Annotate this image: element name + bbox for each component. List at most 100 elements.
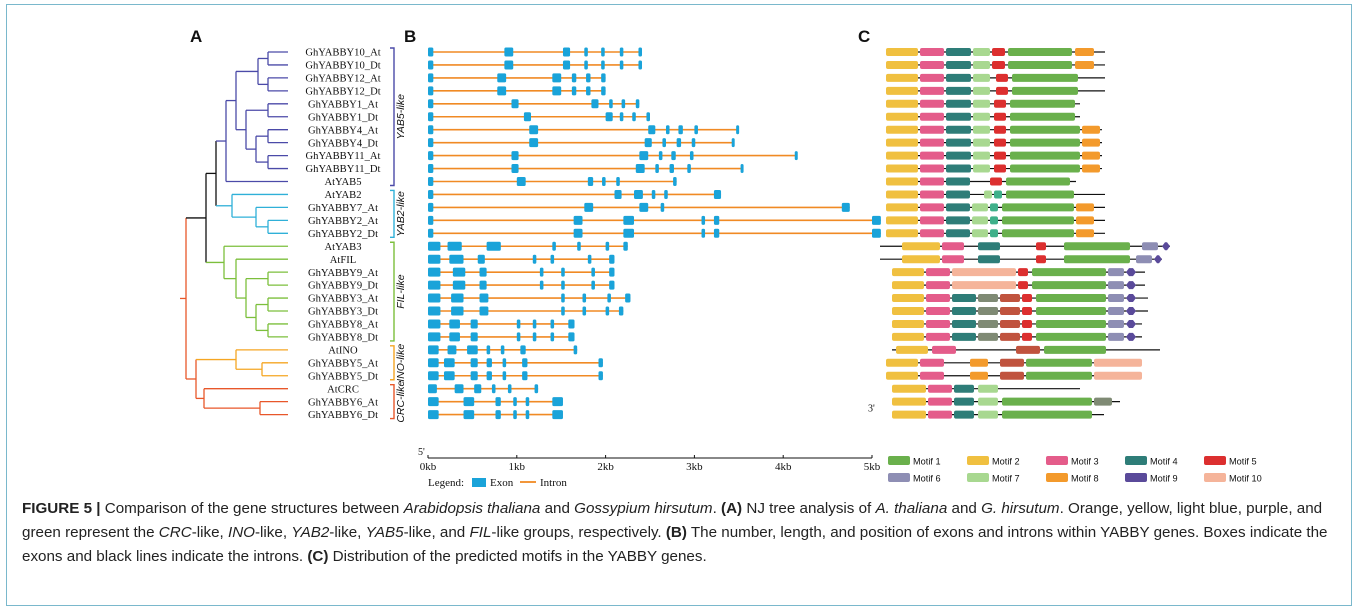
motif-box [1036, 307, 1106, 315]
motif-box [1154, 255, 1162, 264]
exon-box [532, 254, 537, 264]
motif-box [928, 384, 952, 393]
motif-box [1000, 371, 1024, 380]
gene-label: GhYABBY3_At [308, 294, 378, 305]
motif-box [1016, 345, 1040, 354]
motif-legend: Motif 1 Motif 2 Motif 3 Motif 4 Motif 5 Motif… [888, 456, 1262, 484]
exon-box [655, 164, 659, 174]
exon-box [591, 99, 599, 109]
exon-box [573, 215, 583, 225]
motif-box [896, 345, 928, 354]
exon-box [609, 280, 615, 290]
panel-label-a: A [190, 27, 202, 46]
exon-box [428, 215, 434, 225]
motif-legend-swatch [1125, 456, 1147, 465]
motif-box [926, 294, 950, 303]
gene-label: GhYABBY3_Dt [308, 307, 378, 318]
exon-box [605, 241, 610, 251]
group-label: INO-like [395, 344, 407, 382]
exon-box [513, 410, 517, 420]
exon-box [591, 267, 595, 277]
exon-box [479, 280, 487, 290]
exon-box [664, 189, 668, 199]
exon-box [561, 267, 565, 277]
motif-box [994, 112, 1006, 121]
exon-box [607, 293, 611, 303]
gene-label: AtYAB2 [324, 190, 361, 201]
gene-label: GhYABBY11_Dt [306, 164, 381, 175]
motif-box [1022, 332, 1032, 341]
motif-box [1022, 319, 1032, 328]
caption-group: CRC [158, 524, 192, 541]
motif-box [1002, 229, 1074, 238]
exon-box [609, 267, 615, 277]
exon-box [618, 306, 624, 316]
motif-box [920, 125, 944, 134]
caption-text: . [712, 500, 722, 517]
exon-box [660, 202, 665, 212]
exon-box [571, 73, 577, 83]
group-label: CRC-like [395, 380, 407, 422]
exon-box [676, 138, 682, 148]
group-bracket [390, 47, 395, 187]
motif-box [892, 307, 924, 315]
caption-text: -like, [255, 524, 292, 541]
exon-box [552, 241, 556, 251]
motif-box [952, 332, 976, 341]
exon-box [701, 215, 706, 225]
exon-box [486, 371, 492, 381]
motif-box [920, 190, 944, 199]
figure-frame [6, 4, 1352, 606]
motif-legend-label: Motif 4 [1150, 457, 1178, 467]
exon-box [605, 112, 613, 122]
motif-box [1000, 358, 1024, 367]
gene-labels: GhYABBY10_AtGhYABBY10_DtGhYABBY12_AtGhYA… [305, 48, 380, 422]
motif-box [970, 358, 988, 367]
motif-box [1036, 294, 1106, 303]
gene-label: GhYABBY9_Dt [308, 281, 378, 292]
exon-box [428, 280, 441, 290]
caption-text: Distribution of the predicted motifs in … [328, 548, 707, 565]
exon-box [539, 267, 544, 277]
exon-box [713, 189, 722, 199]
exon-box [470, 319, 478, 329]
exon-box [486, 358, 492, 368]
motif-box [920, 216, 944, 225]
motif-box [886, 216, 918, 225]
motif-box [1075, 60, 1094, 69]
exon-box [486, 241, 501, 251]
exon-box [671, 151, 676, 161]
motif-box [1162, 242, 1170, 251]
gene-label: GhYABBY7_At [308, 203, 378, 214]
motif-box [920, 60, 944, 69]
motif-box [902, 242, 940, 251]
exon-box [616, 177, 620, 186]
legend-intron-label: Intron [540, 477, 567, 489]
motif-box [926, 281, 950, 290]
exon-box [428, 293, 441, 303]
motif-box [1022, 294, 1032, 303]
exon-box [571, 86, 577, 96]
axis-tick-label: 1kb [509, 461, 526, 473]
motif-box [990, 229, 998, 238]
motif-box [886, 164, 918, 173]
motif-box [954, 410, 974, 419]
exon-box [605, 306, 610, 316]
exon-box [841, 202, 850, 212]
exon-box [479, 293, 489, 303]
group-bracket [390, 189, 395, 238]
exon-box [428, 241, 441, 251]
motif-box [928, 410, 952, 419]
motif-legend-label: Motif 8 [1071, 474, 1099, 484]
motif-box [1094, 358, 1142, 367]
exon-box [428, 267, 441, 277]
exon-box [428, 164, 434, 174]
gene-label: GhYABBY12_At [305, 74, 380, 85]
exon-box [523, 112, 532, 122]
caption-panel-c: (C) [307, 548, 329, 565]
axis-tick-label: 3kb [686, 461, 703, 473]
exon-box [561, 280, 565, 290]
exon-box [539, 280, 544, 290]
motif-box [1010, 112, 1075, 121]
exon-box [619, 47, 624, 57]
